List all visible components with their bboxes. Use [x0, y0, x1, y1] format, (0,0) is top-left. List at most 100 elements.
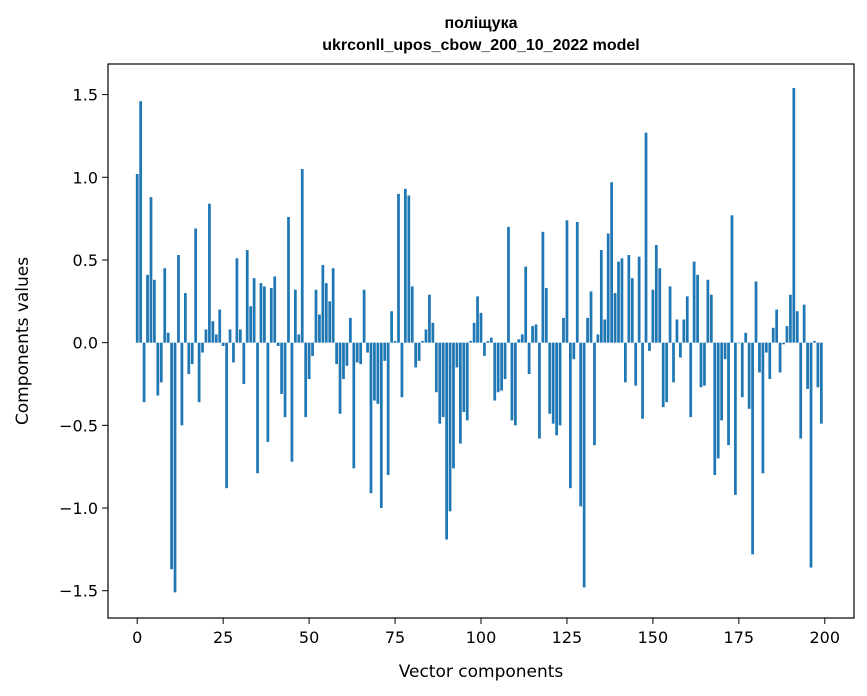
bar-174: [734, 342, 737, 495]
bar-27: [228, 329, 232, 343]
bar-164: [699, 342, 703, 388]
bar-71: [379, 342, 383, 509]
bar-73: [386, 342, 390, 475]
x-tick-label: 175: [724, 628, 755, 647]
bar-151: [654, 245, 658, 343]
bar-176: [740, 342, 744, 398]
bar-65: [359, 342, 363, 365]
bar-46: [293, 289, 297, 343]
bar-8: [163, 268, 167, 343]
bar-19: [201, 342, 204, 353]
bar-173: [730, 215, 734, 343]
bar-79: [407, 195, 411, 343]
bar-49: [304, 342, 308, 418]
bar-47: [297, 334, 301, 343]
bar-171: [723, 342, 727, 360]
bar-39: [269, 288, 273, 343]
bar-18: [197, 342, 201, 403]
bar-132: [589, 291, 593, 343]
bar-101: [483, 342, 486, 356]
bar-194: [802, 304, 806, 343]
bar-124: [562, 317, 565, 343]
bar-103: [489, 337, 493, 343]
bar-117: [538, 342, 541, 439]
x-tick-label: 125: [552, 628, 583, 647]
bar-61: [345, 342, 349, 366]
chart-title: поліщука: [445, 15, 518, 32]
bar-80: [410, 286, 414, 343]
bar-56: [328, 301, 332, 343]
bar-167: [709, 294, 713, 343]
bar-68: [369, 342, 373, 494]
bar-37: [263, 286, 266, 343]
bar-192: [795, 311, 799, 343]
bar-89: [441, 342, 445, 418]
bar-111: [517, 339, 521, 343]
bar-189: [785, 326, 789, 343]
x-tick-label: 150: [638, 628, 669, 647]
bar-100: [479, 312, 483, 343]
bar-30: [238, 329, 242, 343]
bar-69: [373, 342, 376, 401]
chart-subtitle: ukrconll_upos_cbow_200_10_2022 model: [322, 37, 639, 54]
bar-134: [596, 334, 600, 343]
bar-133: [593, 342, 596, 446]
bar-78: [403, 188, 407, 343]
bar-157: [675, 319, 679, 343]
bar-98: [472, 322, 476, 343]
bar-137: [606, 233, 610, 343]
bar-126: [569, 342, 572, 489]
bar-38: [266, 342, 270, 442]
bar-23: [214, 334, 218, 343]
bar-41: [276, 342, 280, 346]
bar-13: [180, 342, 184, 426]
bar-75: [393, 341, 397, 343]
bar-51: [311, 342, 314, 356]
x-tick-label: 200: [810, 628, 841, 647]
bar-83: [421, 341, 424, 343]
y-axis-ticks: −1.5 −1.0 −0.5 0.0 0.5 1.0 1.5: [59, 86, 108, 601]
bar-93: [455, 342, 459, 368]
x-tick-label: 0: [132, 628, 142, 647]
bar-131: [586, 317, 589, 343]
y-tick-label: −1.5: [59, 582, 98, 601]
bar-129: [579, 342, 583, 507]
bar-115: [531, 326, 534, 343]
bar-87: [434, 342, 438, 393]
bar-2: [142, 342, 146, 403]
bar-85: [428, 294, 431, 343]
bar-11: [173, 342, 177, 593]
bar-159: [682, 319, 686, 343]
bar-107: [503, 342, 507, 380]
bar-140: [617, 261, 620, 343]
bar-86: [431, 322, 435, 343]
bar-74: [390, 311, 393, 343]
bar-130: [582, 342, 586, 588]
bar-156: [672, 342, 675, 383]
bar-28: [232, 342, 235, 363]
bar-108: [507, 226, 510, 343]
bar-29: [235, 258, 239, 343]
bar-45: [290, 342, 294, 462]
bar-99: [476, 296, 479, 343]
plot-frame: [107, 63, 855, 619]
bar-26: [225, 342, 228, 489]
bar-91: [448, 342, 452, 512]
bar-121: [551, 342, 555, 424]
bar-48: [300, 169, 304, 343]
bar-199: [819, 342, 823, 424]
bar-178: [747, 342, 751, 409]
bar-31: [242, 342, 246, 384]
bar-54: [321, 264, 325, 343]
bar-57: [331, 268, 335, 343]
bar-163: [696, 274, 699, 343]
bar-35: [256, 342, 259, 474]
bar-66: [362, 289, 366, 343]
bar-143: [627, 255, 631, 343]
bar-94: [459, 342, 462, 444]
bar-1: [139, 101, 143, 343]
bar-138: [610, 182, 614, 343]
bar-4: [149, 197, 153, 343]
bar-120: [548, 342, 552, 414]
bar-10: [170, 342, 173, 570]
